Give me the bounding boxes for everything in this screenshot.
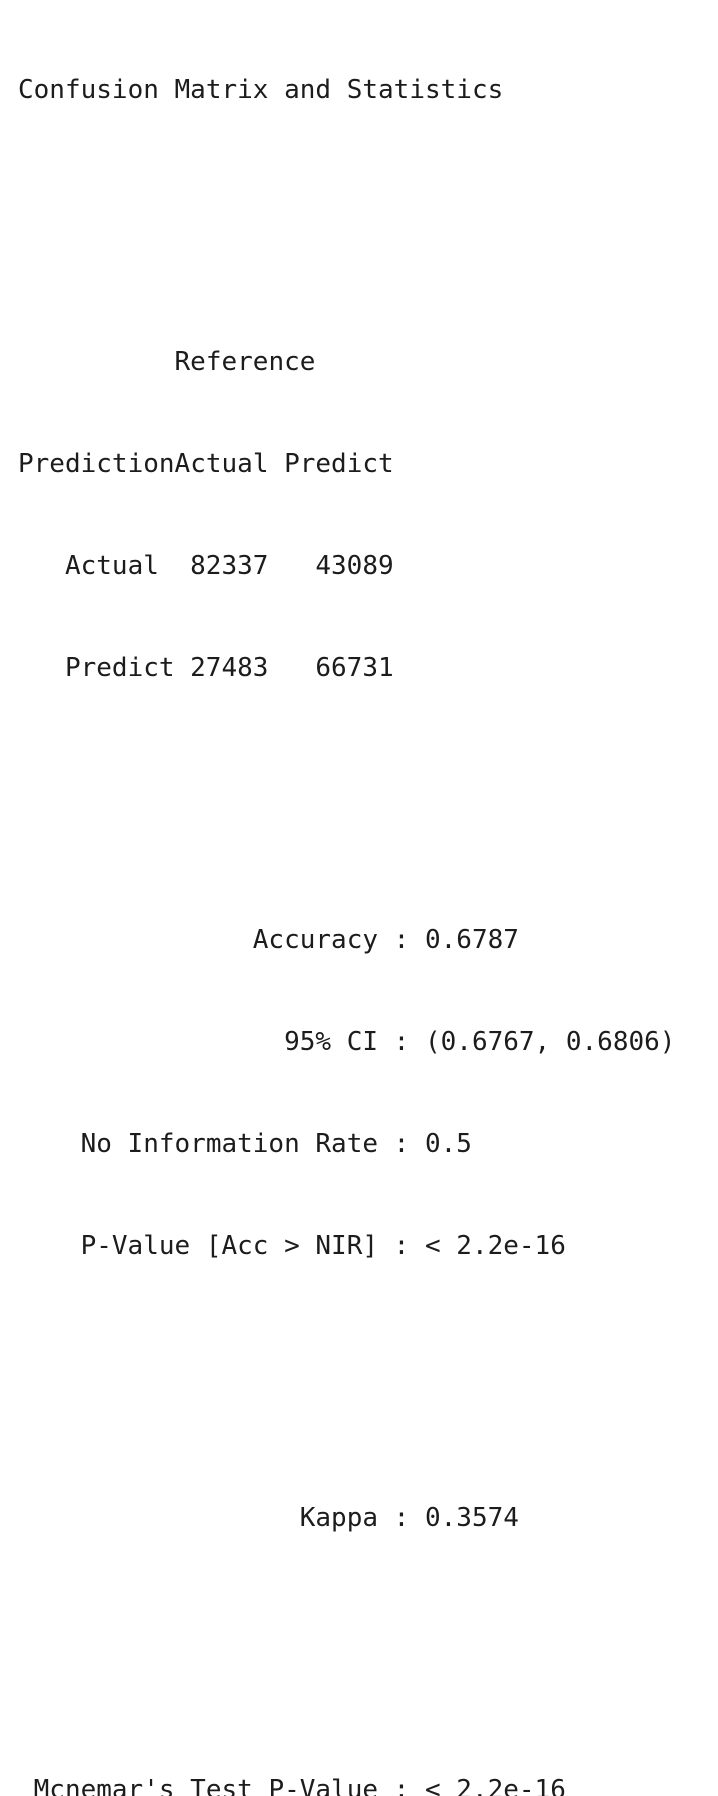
stat-separator: : xyxy=(378,1129,425,1159)
stat-value: < 2.2e-16 xyxy=(425,1231,566,1261)
stat-row-mcnemar: Mcnemar's Test P-Value : < 2.2e-16 xyxy=(18,1773,675,1796)
stat-label: 95% CI xyxy=(18,1025,378,1059)
stat-label: No Information Rate xyxy=(18,1127,378,1161)
console-output: Confusion Matrix and Statistics Referenc… xyxy=(18,5,675,1796)
matrix-row: Actual 82337 43089 xyxy=(18,549,675,583)
stat-label: Kappa xyxy=(18,1501,378,1535)
stat-separator: : xyxy=(378,1231,425,1261)
stat-value: < 2.2e-16 xyxy=(425,1775,566,1796)
matrix-prediction-header: Prediction xyxy=(18,447,175,481)
stat-value: 0.3574 xyxy=(425,1503,519,1533)
stat-separator: : xyxy=(378,1027,425,1057)
stat-row-nir: No Information Rate : 0.5 xyxy=(18,1127,675,1161)
matrix-row: Predict 27483 66731 xyxy=(18,651,675,685)
matrix-row-label: Predict xyxy=(18,651,175,685)
matrix-cell: 66731 xyxy=(268,651,393,685)
blank-line xyxy=(18,175,675,209)
matrix-cell: 82337 xyxy=(175,549,269,583)
stat-label: P-Value [Acc > NIR] xyxy=(18,1229,378,1263)
matrix-row-label: Actual xyxy=(18,549,175,583)
matrix-header-row: PredictionActual Predict xyxy=(18,447,675,481)
stat-value: 0.6787 xyxy=(425,925,519,955)
blank-line xyxy=(18,1603,675,1637)
blank-line xyxy=(18,1331,675,1365)
stat-row-kappa: Kappa : 0.3574 xyxy=(18,1501,675,1535)
stat-value: 0.5 xyxy=(425,1129,472,1159)
matrix-col-header: Predict xyxy=(268,447,393,481)
blank-line xyxy=(18,753,675,787)
output-title: Confusion Matrix and Statistics xyxy=(18,73,675,107)
stat-separator: : xyxy=(378,1503,425,1533)
matrix-cell: 43089 xyxy=(268,549,393,583)
matrix-reference-row: Reference xyxy=(18,345,675,379)
stat-separator: : xyxy=(378,925,425,955)
stat-label: Accuracy xyxy=(18,923,378,957)
stat-row-pvalue: P-Value [Acc > NIR] : < 2.2e-16 xyxy=(18,1229,675,1263)
matrix-cell: 27483 xyxy=(175,651,269,685)
stat-separator: : xyxy=(378,1775,425,1796)
stat-row-accuracy: Accuracy : 0.6787 xyxy=(18,923,675,957)
matrix-col-header: Actual xyxy=(175,447,269,481)
matrix-reference-header: Reference xyxy=(175,345,316,379)
stat-label: Mcnemar's Test P-Value xyxy=(18,1773,378,1796)
stat-row-ci: 95% CI : (0.6767, 0.6806) xyxy=(18,1025,675,1059)
stat-value: (0.6767, 0.6806) xyxy=(425,1027,675,1057)
